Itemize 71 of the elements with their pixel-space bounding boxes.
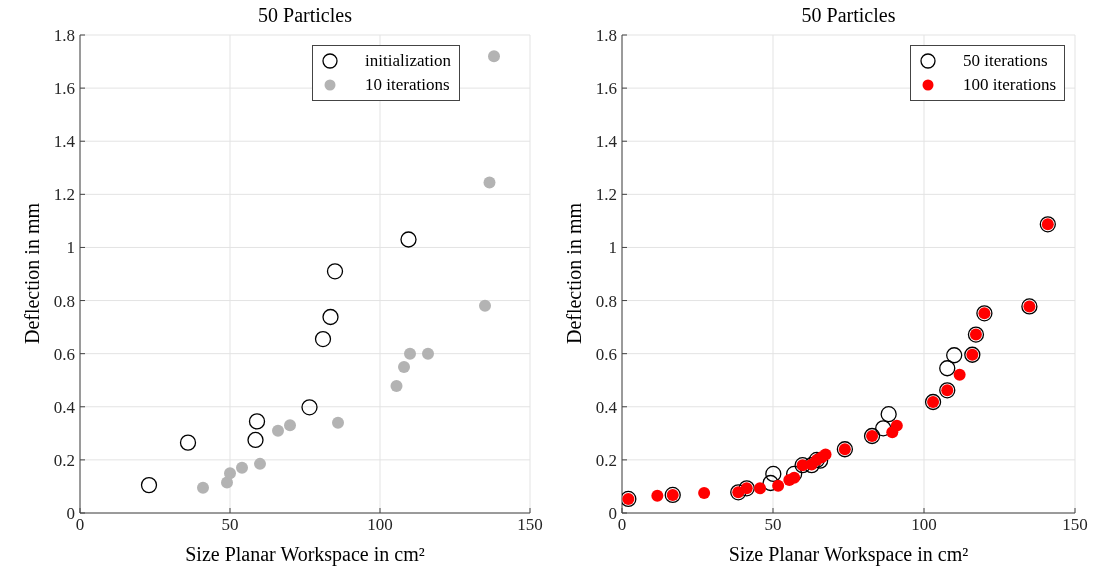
y-tick-label: 1	[608, 238, 617, 258]
y-tick-label: 0.4	[53, 397, 76, 417]
point	[140, 476, 158, 494]
x-tick-label: 150	[517, 515, 543, 535]
chart-title: 50 Particles	[257, 4, 353, 27]
point	[301, 399, 318, 416]
point	[483, 176, 496, 189]
y-tick-label: 0.2	[595, 450, 617, 470]
point	[404, 347, 416, 360]
point	[254, 457, 266, 470]
y-tick-label: 0.6	[595, 344, 617, 364]
y-tick-label: 0.6	[53, 344, 75, 364]
legend-label: initialization	[365, 50, 451, 72]
point	[875, 420, 892, 437]
y-tick-label: 1	[66, 238, 75, 258]
point	[326, 263, 344, 280]
y-tick-label: 1.2	[53, 185, 75, 205]
point	[284, 419, 296, 432]
y-axis-title: Deflection in mm	[20, 201, 44, 347]
point	[332, 416, 344, 429]
x-tick-label: 150	[1062, 515, 1088, 535]
point	[479, 299, 491, 312]
y-tick-label: 1.2	[595, 185, 617, 205]
y-tick-label: 1.4	[53, 132, 76, 152]
point	[698, 487, 711, 500]
point	[197, 481, 209, 494]
point	[272, 424, 284, 437]
y-tick-label: 0.8	[53, 291, 75, 311]
legend-label: 10 iterations	[365, 74, 450, 96]
y-tick-label: 0.2	[53, 450, 75, 470]
point	[651, 489, 664, 502]
chart-title: 50 Particles	[800, 4, 897, 27]
point	[224, 467, 236, 480]
y-tick-label: 1.6	[53, 79, 75, 99]
point	[939, 360, 956, 377]
point	[754, 482, 767, 495]
point	[314, 330, 332, 348]
y-tick-label: 1.8	[53, 26, 75, 46]
point	[946, 347, 963, 364]
y-axis-title: Deflection in mm	[562, 201, 586, 347]
point	[322, 308, 339, 326]
point	[880, 406, 897, 423]
x-axis-title: Size Planar Workspace in cm²	[727, 543, 970, 566]
point	[179, 434, 197, 451]
point	[772, 479, 785, 492]
y-tick-label: 0.4	[595, 397, 618, 417]
x-tick-label: 100	[911, 515, 937, 535]
point	[398, 360, 410, 373]
point	[819, 448, 832, 461]
point	[248, 413, 266, 430]
y-tick-label: 1.4	[595, 132, 618, 152]
y-tick-label: 0.8	[595, 291, 617, 311]
x-tick-label: 50	[764, 515, 782, 535]
point	[390, 380, 403, 393]
x-tick-label: 50	[221, 515, 239, 535]
point	[765, 465, 782, 483]
legend-label: 100 iterations	[962, 74, 1056, 96]
point	[953, 368, 966, 381]
point	[890, 419, 903, 432]
point	[488, 50, 500, 63]
point	[422, 347, 434, 360]
y-tick-label: 1.6	[595, 79, 617, 99]
x-axis-title: Size Planar Workspace in cm²	[184, 543, 426, 566]
legend-label: 50 iterations	[962, 50, 1048, 72]
y-tick-label: 1.8	[595, 26, 617, 46]
x-tick-label: 100	[367, 515, 393, 535]
point	[788, 471, 801, 484]
point	[762, 474, 779, 492]
point	[400, 231, 417, 248]
point	[236, 461, 248, 474]
point	[247, 431, 264, 449]
